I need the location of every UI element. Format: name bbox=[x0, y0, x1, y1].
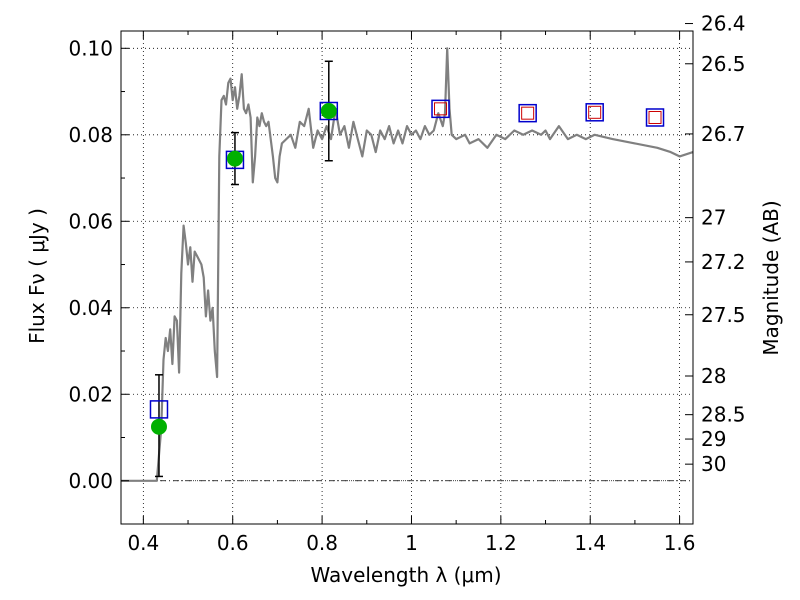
mag-tick-label: 26.4 bbox=[701, 12, 746, 36]
x-tick-label: 1 bbox=[405, 531, 418, 555]
model-inner-square-marker bbox=[521, 106, 535, 120]
spectrum-line bbox=[121, 47, 694, 482]
model-spectrum bbox=[121, 47, 694, 482]
model-inner-square-marker bbox=[434, 102, 448, 116]
markers bbox=[149, 99, 665, 435]
model-inner-square-marker bbox=[588, 105, 602, 119]
mag-tick-label: 27.5 bbox=[701, 303, 746, 327]
y-tick-label: 0.10 bbox=[68, 36, 113, 60]
tick-labels: 0.4 0.6 0.8 1 1.2 1.4 1.6 0.00 0.02 0.04 0.06 0.08 0… bbox=[68, 12, 745, 555]
x-axis-label: Wavelength λ (μm) bbox=[310, 563, 501, 587]
photometry-point bbox=[320, 103, 337, 120]
photometry-point bbox=[226, 150, 243, 167]
mag-tick-label: 26.5 bbox=[701, 52, 746, 76]
plot-frame bbox=[120, 30, 694, 525]
mag-tick-label: 29 bbox=[701, 427, 726, 451]
y-tick-label: 0.00 bbox=[68, 469, 113, 493]
mag-tick-label: 28 bbox=[701, 364, 726, 388]
x-tick-label: 0.8 bbox=[306, 531, 338, 555]
y-tick-label: 0.06 bbox=[68, 209, 113, 233]
x-tick-label: 1.4 bbox=[574, 531, 606, 555]
model-square-marker bbox=[149, 400, 169, 419]
y-tick-label: 0.02 bbox=[68, 382, 113, 406]
y-tick-label: 0.08 bbox=[68, 123, 113, 147]
mag-tick-label: 30 bbox=[701, 452, 726, 476]
model-square-marker bbox=[319, 101, 339, 121]
mag-tick-label: 27 bbox=[701, 206, 726, 230]
y-tick-label: 0.04 bbox=[68, 296, 113, 320]
y-axis-label: Flux Fν ( μJy ) bbox=[25, 208, 49, 344]
model-inner-square-marker bbox=[648, 110, 662, 124]
model-square-marker bbox=[431, 99, 450, 119]
mag-tick-label: 28.5 bbox=[701, 403, 746, 427]
y2-axis-label: Magnitude (AB) bbox=[759, 200, 783, 355]
x-tick-label: 1.2 bbox=[485, 531, 517, 555]
model-square-marker bbox=[645, 108, 665, 127]
ticks bbox=[121, 23, 693, 525]
photometry-point bbox=[150, 418, 167, 435]
x-tick-label: 0.6 bbox=[217, 531, 249, 555]
x-tick-label: 1.6 bbox=[664, 531, 696, 555]
model-square-marker bbox=[585, 103, 604, 122]
x-tick-label: 0.4 bbox=[127, 531, 159, 555]
model-square-marker bbox=[518, 103, 537, 123]
mag-tick-label: 27.2 bbox=[701, 250, 746, 274]
mag-tick-label: 26.7 bbox=[701, 122, 746, 146]
